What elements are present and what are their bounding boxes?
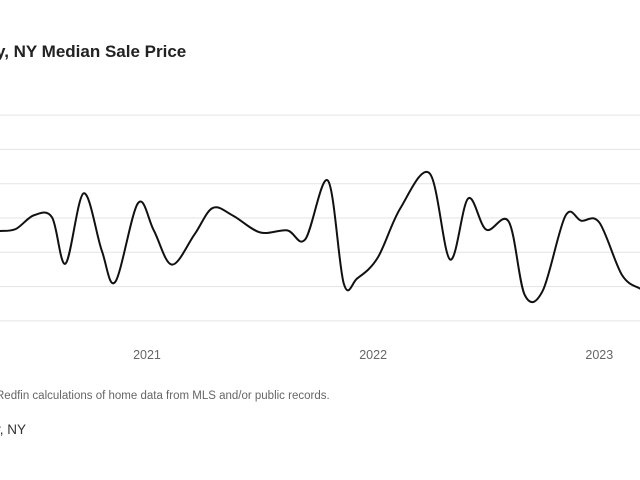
x-tick-label-2022: 2022 <box>359 348 387 362</box>
chart-title: y, NY Median Sale Price <box>0 42 187 61</box>
source-note: Redfin calculations of home data from ML… <box>0 390 330 402</box>
median-sale-price-chart: 2021 2022 2023 <box>0 114 640 362</box>
series-layer <box>0 170 640 304</box>
x-tick-label-2023: 2023 <box>585 348 613 362</box>
series-line-0 <box>0 170 640 304</box>
x-tick-label-2021: 2021 <box>133 348 161 362</box>
gridlines <box>0 114 640 322</box>
location-label: y, NY <box>0 422 27 437</box>
x-axis-ticks: 2021 2022 2023 <box>133 348 613 362</box>
